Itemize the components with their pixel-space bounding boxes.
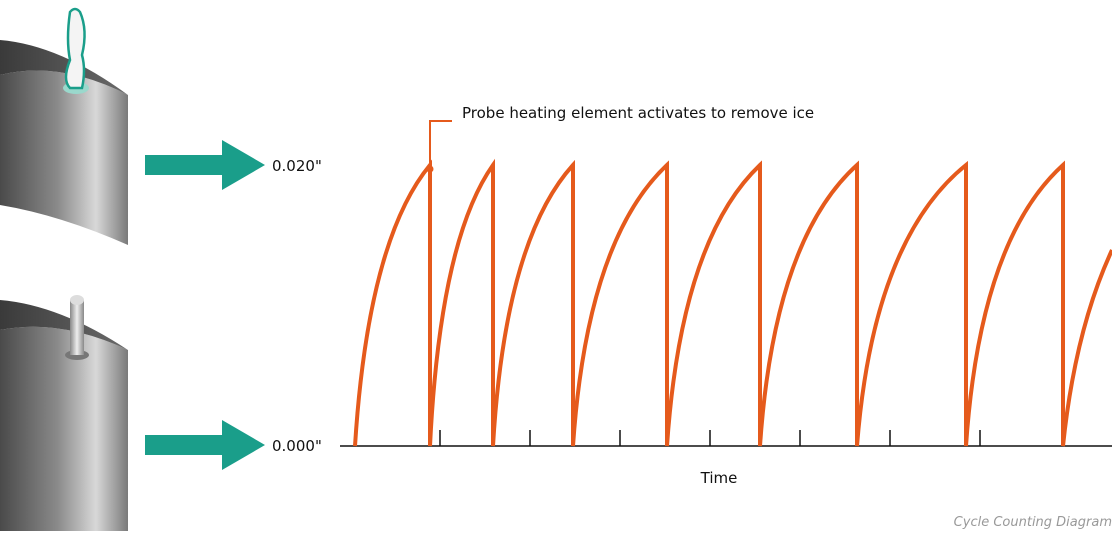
arrow [145,420,265,470]
ice-buildup-curve [353,158,1112,447]
x-axis [340,430,1112,447]
y-label: 0.000" [272,437,322,455]
x-label: Time [700,469,738,487]
probe-iced [0,7,128,245]
annotation: Probe heating element activates to remov… [462,104,814,122]
caption: Cycle Counting Diagram [954,515,1112,530]
annotation-leader [426,120,452,173]
arrow [145,140,265,190]
y-label: 0.020" [272,157,322,175]
probe-clean [0,295,128,531]
